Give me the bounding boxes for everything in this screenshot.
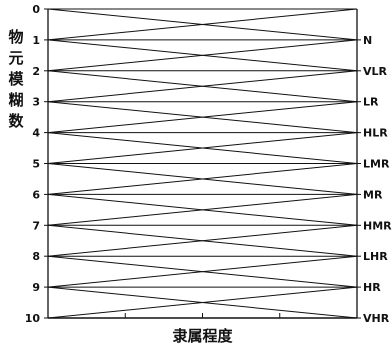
right-tick-label-n: N	[363, 34, 372, 47]
segment-5-to-4	[47, 132, 358, 164]
bottom-ticks	[124, 313, 281, 318]
left-tick-label-9: 9	[32, 281, 40, 294]
right-tick-label-lr: LR	[363, 96, 379, 109]
segment-4-to-3	[47, 101, 358, 134]
left-tick-label-1: 1	[32, 34, 40, 47]
diagonal-segments	[47, 8, 358, 319]
left-tick-label-7: 7	[32, 219, 40, 232]
left-tick-label-3: 3	[32, 96, 40, 109]
segment-9-to-8	[47, 255, 358, 288]
left-tick-label-4: 4	[32, 127, 40, 140]
x-axis-title: 隶属程度	[172, 327, 233, 345]
y-axis-title: 物元模糊数	[8, 28, 24, 130]
right-tick-label-hlr: HLR	[363, 127, 388, 140]
left-tick-label-8: 8	[32, 250, 40, 263]
left-tick-label-6: 6	[32, 188, 40, 201]
left-tick-label-10: 10	[25, 312, 41, 325]
left-tick-label-5: 5	[32, 158, 40, 171]
segment-10-to-9	[47, 286, 358, 319]
right-tick-label-lmr: LMR	[363, 158, 390, 171]
left-tick-label-0: 0	[32, 3, 40, 16]
right-tick-label-lhr: LHR	[363, 250, 388, 263]
right-tick-label-hr: HR	[363, 281, 381, 294]
segment-8-to-7	[47, 224, 358, 257]
segment-1-to-0	[47, 8, 358, 41]
right-tick-labels: N VLR LR HLR LMR MR HMR LHR HR VHR	[357, 34, 392, 325]
left-tick-labels: 0 1 2 3 4 5 6 7 8 9 10	[25, 3, 48, 325]
segment-7-to-6	[47, 193, 358, 226]
right-tick-label-hmr: HMR	[363, 219, 392, 232]
segment-2-to-1	[47, 39, 358, 72]
segment-3-to-2	[47, 70, 358, 103]
left-tick-label-2: 2	[32, 65, 40, 78]
right-tick-label-vhr: VHR	[363, 312, 390, 325]
right-tick-label-mr: MR	[363, 188, 383, 201]
segment-6-to-5	[47, 163, 358, 195]
right-tick-label-vlr: VLR	[363, 65, 388, 78]
